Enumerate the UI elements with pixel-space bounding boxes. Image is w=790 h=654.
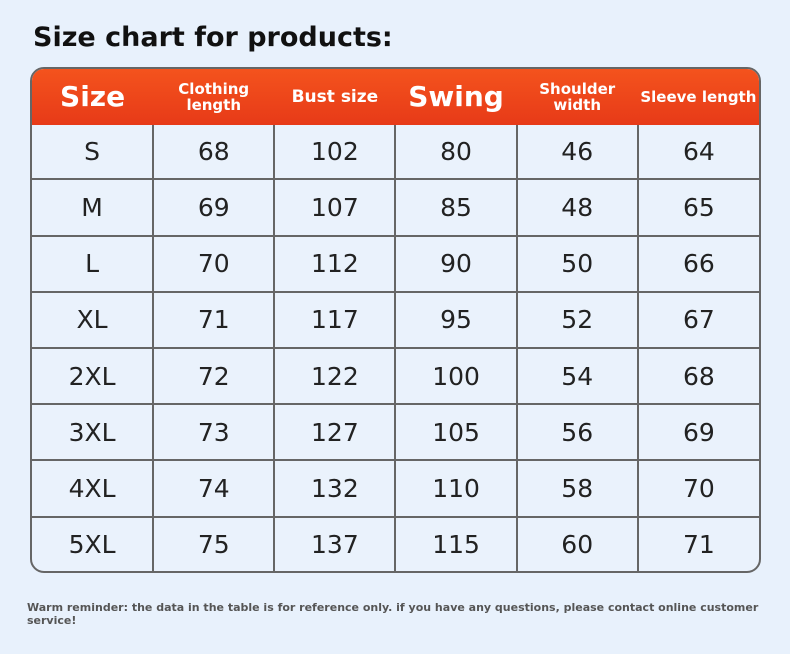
- table-cell: 65: [636, 178, 759, 237]
- table-cell: 50: [515, 234, 639, 293]
- table-cell: 122: [273, 346, 397, 406]
- table-cell: 64: [636, 125, 759, 181]
- table-cell: 132: [273, 459, 397, 518]
- table-cell: S: [32, 125, 155, 181]
- table-cell: 4XL: [32, 459, 155, 518]
- table-cell: 95: [394, 290, 518, 349]
- table-cell: 2XL: [32, 346, 155, 406]
- table-cell: 112: [273, 234, 397, 293]
- note: Warm reminder: the data in the table is …: [27, 601, 759, 627]
- table-cell: 54: [515, 346, 639, 406]
- table-cell: 80: [394, 125, 518, 181]
- table-cell: 110: [394, 459, 518, 518]
- table-cell: 72: [152, 346, 276, 406]
- table-cell: 102: [273, 125, 397, 181]
- table-cell: 90: [394, 234, 518, 293]
- table-cell: 66: [636, 234, 759, 293]
- header-cell: Size: [60, 80, 126, 113]
- table-row: L 70 112 90 50 66: [32, 234, 759, 293]
- table-cell: 69: [152, 178, 276, 237]
- table-row: S 68 102 80 46 64: [32, 125, 759, 181]
- table-cell: 60: [515, 515, 639, 571]
- header-row: Size Clothing length Bust size Swing Shoulde…: [32, 69, 759, 125]
- title: Size chart for products:: [33, 22, 393, 53]
- table-cell: 71: [636, 515, 759, 571]
- table: Size Clothing length Bust size Swing Shoulde…: [32, 69, 759, 571]
- table-cell: 56: [515, 403, 639, 462]
- table-cell: L: [32, 234, 155, 293]
- table-cell: 3XL: [32, 403, 155, 462]
- table-cell: 127: [273, 403, 397, 462]
- table-cell: 67: [636, 290, 759, 349]
- header-cell: Shoulder width: [539, 80, 616, 114]
- table-cell: 70: [152, 234, 276, 293]
- table-cell: 70: [636, 459, 759, 518]
- header-cell: Swing: [408, 80, 504, 113]
- table-cell: 5XL: [32, 515, 155, 571]
- table-row: 3XL 73 127 105 56 69: [32, 403, 759, 462]
- table-cell: 73: [152, 403, 276, 462]
- table-cell: 137: [273, 515, 397, 571]
- table-cell: 105: [394, 403, 518, 462]
- header-cell: Bust size: [291, 87, 379, 107]
- table-cell: 107: [273, 178, 397, 237]
- header-cell: Clothing length: [178, 80, 250, 114]
- table-cell: 69: [636, 403, 759, 462]
- table-row: 4XL 74 132 110 58 70: [32, 459, 759, 518]
- size-table: Size Clothing length Bust size Swing Shoulde…: [30, 67, 761, 573]
- table-cell: 117: [273, 290, 397, 349]
- table-cell: XL: [32, 290, 155, 349]
- table-cell: 68: [152, 125, 276, 181]
- table-cell: 75: [152, 515, 276, 571]
- table-row: M 69 107 85 48 65: [32, 178, 759, 237]
- table-cell: 100: [394, 346, 518, 406]
- table-row: 2XL 72 122 100 54 68: [32, 346, 759, 406]
- table-cell: M: [32, 178, 155, 237]
- table-cell: 74: [152, 459, 276, 518]
- table-cell: 115: [394, 515, 518, 571]
- table-cell: 71: [152, 290, 276, 349]
- table-cell: 58: [515, 459, 639, 518]
- table-row: XL 71 117 95 52 67: [32, 290, 759, 349]
- table-row: 5XL 75 137 115 60 71: [32, 515, 759, 571]
- table-cell: 68: [636, 346, 759, 406]
- header-cell: Sleeve length: [640, 88, 757, 106]
- table-cell: 52: [515, 290, 639, 349]
- table-cell: 46: [515, 125, 639, 181]
- table-cell: 85: [394, 178, 518, 237]
- table-cell: 48: [515, 178, 639, 237]
